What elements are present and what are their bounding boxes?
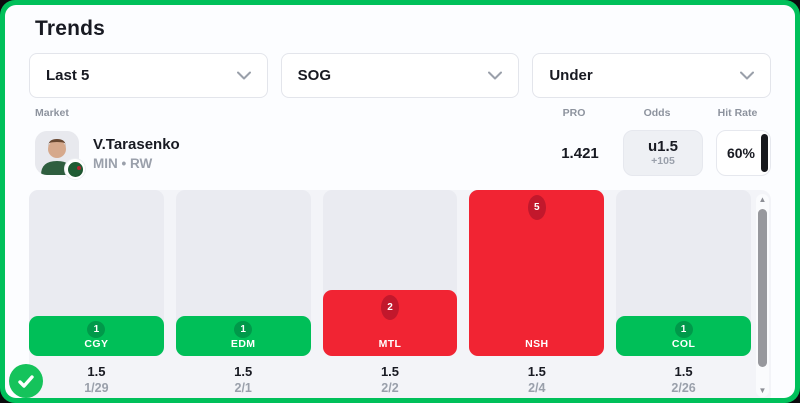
team-logo-icon — [65, 159, 85, 179]
game-column[interactable]: 1 CGY — [29, 190, 164, 356]
game-column[interactable]: 1 EDM — [175, 190, 311, 356]
labels-row: 1.5 1/29 1.5 2/1 1.5 2/2 1.5 2/4 1.5 2/26 — [29, 356, 751, 398]
game-column[interactable]: 1 COL — [616, 190, 751, 356]
game-footer: 1.5 1/29 — [29, 364, 164, 395]
trend-chart-card: 1 CGY 1 EDM 2 MTL 5 NSH 1 COL 1.5 1/29 1.5 2/1 1.5 2/2… — [29, 190, 771, 398]
pro-value: 1.421 — [561, 144, 599, 162]
table-header: Market PRO Odds Hit Rate — [35, 107, 765, 119]
team-label: MTL — [378, 338, 402, 350]
value-badge: 1 — [87, 321, 106, 338]
stat-dropdown[interactable]: SOG — [280, 53, 520, 98]
player-avatar — [35, 131, 85, 179]
scrollbar-thumb[interactable] — [758, 209, 767, 367]
bar-over: 5 NSH — [469, 190, 605, 356]
value-badge: 1 — [674, 321, 693, 338]
trends-panel: Trends Last 5 SOG Under Market PRO Odds … — [5, 5, 795, 398]
filter-bar: Last 5 SOG Under — [29, 53, 772, 98]
game-date: 2/4 — [528, 381, 546, 395]
game-footer: 1.5 2/26 — [616, 364, 751, 395]
odds-line: u1.5 — [647, 137, 678, 155]
column-hitrate-label: Hit Rate — [717, 107, 758, 119]
side-dropdown[interactable]: Under — [532, 53, 772, 98]
chevron-down-icon — [488, 71, 503, 80]
scroll-up-arrow[interactable]: ▲ — [758, 195, 767, 204]
bar-under-hit: 1 COL — [616, 316, 751, 356]
game-column[interactable]: 5 NSH — [469, 190, 605, 356]
value-badge: 1 — [234, 321, 253, 338]
team-label: NSH — [525, 338, 549, 350]
bar-columns: 1 CGY 1 EDM 2 MTL 5 NSH 1 COL — [29, 190, 751, 356]
game-date: 1/29 — [84, 381, 109, 395]
game-footer: 1.5 2/2 — [323, 364, 458, 395]
vertical-scrollbar[interactable]: ▲ ▼ — [756, 194, 769, 397]
bar-under-hit: 1 CGY — [29, 316, 164, 356]
bar-under-hit: 1 EDM — [175, 316, 311, 356]
game-footer: 1.5 2/1 — [176, 364, 311, 395]
hit-rate-box: 60% — [716, 130, 771, 176]
value-badge: 5 — [527, 195, 546, 220]
player-info: V.Tarasenko MIN • RW — [93, 136, 545, 171]
game-column[interactable]: 2 MTL — [322, 190, 458, 356]
team-label: EDM — [230, 338, 256, 350]
game-date: 2/1 — [234, 381, 252, 395]
team-label: COL — [671, 338, 696, 350]
game-footer: 1.5 2/4 — [469, 364, 604, 395]
odds-price: +105 — [651, 154, 675, 167]
side-dropdown-value: Under — [549, 67, 593, 84]
check-icon — [18, 374, 34, 388]
page-title: Trends — [35, 17, 106, 40]
scroll-down-arrow[interactable]: ▼ — [758, 386, 767, 395]
verified-check-badge — [9, 364, 43, 398]
hit-rate-bar — [761, 134, 768, 172]
player-team-position: MIN • RW — [93, 155, 153, 171]
stat-dropdown-value: SOG — [297, 67, 332, 84]
line-value: 1.5 — [527, 364, 546, 379]
team-label: CGY — [84, 338, 109, 350]
line-value: 1.5 — [380, 364, 400, 379]
game-date: 2/26 — [671, 381, 696, 395]
column-pro-label: PRO — [562, 107, 586, 119]
line-value: 1.5 — [234, 364, 253, 379]
chevron-down-icon — [236, 71, 251, 80]
period-dropdown-value: Last 5 — [46, 67, 90, 84]
period-dropdown[interactable]: Last 5 — [29, 53, 268, 98]
player-name: V.Tarasenko — [93, 135, 180, 153]
column-odds-label: Odds — [643, 107, 671, 119]
value-badge: 2 — [380, 294, 399, 320]
hit-rate-value: 60% — [726, 145, 756, 161]
game-date: 2/2 — [381, 381, 399, 395]
line-value: 1.5 — [674, 364, 693, 379]
player-row[interactable]: V.Tarasenko MIN • RW 1.421 u1.5 +105 60% — [35, 125, 771, 181]
odds-button[interactable]: u1.5 +105 — [623, 130, 703, 176]
column-market-label: Market — [35, 107, 69, 119]
bar-over: 2 MTL — [322, 289, 458, 356]
chevron-down-icon — [740, 71, 755, 80]
line-value: 1.5 — [87, 364, 106, 379]
